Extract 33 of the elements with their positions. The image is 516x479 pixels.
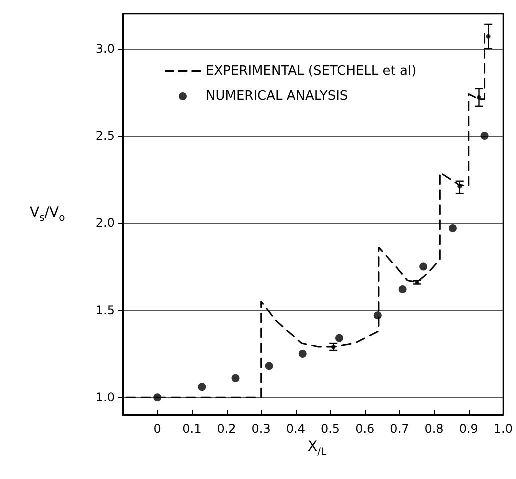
x-tick-label: 0.9 — [459, 422, 478, 436]
x-tick-label: 0.7 — [390, 422, 410, 436]
point — [154, 394, 162, 402]
x-tick-label: 0.8 — [424, 422, 444, 436]
x-tick-label: 0.6 — [356, 422, 375, 436]
y-tick-label: 1.0 — [96, 390, 115, 405]
point — [265, 362, 274, 370]
point — [374, 312, 382, 320]
point — [486, 34, 491, 39]
y-tick-label: 1.5 — [96, 303, 115, 318]
point — [420, 262, 428, 271]
point — [232, 374, 240, 382]
x-tick-label: 1.0 — [494, 422, 514, 436]
x-axis-title: X$_{/L}$ — [308, 439, 327, 458]
point — [477, 95, 482, 100]
y-tick-label: 3.0 — [96, 42, 115, 56]
x-tick-label: 0.2 — [217, 422, 236, 436]
x-tick-label: 0 — [154, 422, 162, 436]
legend-label: NUMERICAL ANALYSIS — [206, 89, 348, 104]
legend-label: EXPERIMENTAL (SETCHELL et al) — [206, 64, 417, 79]
point — [480, 132, 489, 140]
point — [398, 285, 407, 294]
point — [448, 224, 457, 232]
y-axis-title: V$_{s}$/V$_{o}$ — [30, 205, 66, 224]
y-tick-label: 2.5 — [96, 129, 115, 144]
point — [298, 350, 307, 358]
x-tick-label: 0.5 — [320, 422, 340, 436]
point — [336, 334, 344, 342]
x-tick-label: 0.4 — [286, 422, 306, 436]
point — [198, 383, 206, 392]
x-tick-label: 0.3 — [252, 422, 271, 436]
y-tick-label: 2.0 — [96, 216, 115, 230]
x-tick-label: 0.1 — [182, 422, 202, 436]
